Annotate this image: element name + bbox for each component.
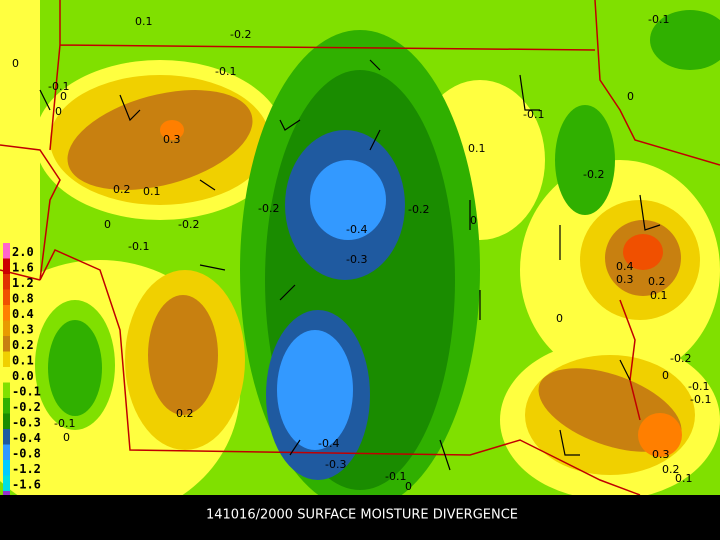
contour-label: 0 <box>627 90 634 103</box>
legend-label: 1.2 <box>12 276 34 290</box>
contour-label: -0.2 <box>230 28 251 41</box>
legend-swatch <box>3 413 10 429</box>
title-bar <box>0 495 720 540</box>
legend-swatch <box>3 367 10 383</box>
legend-swatch <box>3 305 10 321</box>
contour-label: -0.2 <box>670 352 691 365</box>
legend-label: 0.3 <box>12 323 34 337</box>
legend-label: -1.6 <box>12 478 41 492</box>
contour-label: -0.1 <box>215 65 236 78</box>
contour-label: 0.1 <box>143 185 161 198</box>
border-line <box>0 0 720 496</box>
contour-label: 0 <box>63 431 70 444</box>
legend-swatch <box>3 429 10 445</box>
contour-label: 0 <box>104 218 111 231</box>
low-area <box>48 320 102 416</box>
legend-swatch <box>3 258 10 274</box>
contour-label: -0.2 <box>408 203 429 216</box>
legend-swatch <box>3 382 10 398</box>
legend-swatch <box>3 475 10 491</box>
contour-label: 0.2 <box>176 407 194 420</box>
high-area <box>623 234 663 270</box>
legend-label: -0.2 <box>12 400 41 414</box>
contour-label: 0.2 <box>113 183 131 196</box>
low-area <box>650 10 720 70</box>
legend-label: 2.0 <box>12 245 34 259</box>
contour-label: 0 <box>55 105 62 118</box>
legend-swatch <box>3 289 10 305</box>
contour-label: 0 <box>60 90 67 103</box>
legend-label: -0.1 <box>12 385 41 399</box>
contour-label: 0.3 <box>163 133 181 146</box>
legend-swatch <box>3 460 10 476</box>
high-area <box>67 90 253 190</box>
low-center <box>310 160 386 240</box>
legend-label: 0.8 <box>12 292 34 306</box>
legend-swatch <box>3 351 10 367</box>
contour-label: 0.4 <box>616 260 634 273</box>
legend-label: -1.2 <box>12 462 41 476</box>
high-area <box>160 120 184 140</box>
legend-swatch <box>3 336 10 352</box>
contour-label: 0.2 <box>662 463 680 476</box>
contour-label: -0.1 <box>54 417 75 430</box>
contour-label: -0.1 <box>690 393 711 406</box>
legend-label: 1.6 <box>12 261 34 275</box>
low-center <box>277 330 353 450</box>
low-area <box>555 105 615 215</box>
contour-label: 0 <box>12 57 19 70</box>
legend-label: 0.2 <box>12 338 34 352</box>
contour-label: 0 <box>662 369 669 382</box>
title: 141016/2000 SURFACE MOISTURE DIVERGENCE <box>206 508 518 523</box>
contour-label: 0.1 <box>468 142 486 155</box>
contour-label: -0.4 <box>346 223 367 236</box>
contour-label: 0.3 <box>652 448 670 461</box>
contour-label: -0.2 <box>178 218 199 231</box>
contour-label: -0.2 <box>583 168 604 181</box>
legend-label: 0.1 <box>12 354 34 368</box>
barb <box>39 59 661 471</box>
legend-label: -0.4 <box>12 431 41 445</box>
contour-label: -0.1 <box>48 80 69 93</box>
contour-label: -0.1 <box>688 380 709 393</box>
legend-swatch <box>3 243 10 259</box>
contour-label: -0.1 <box>128 240 149 253</box>
legend-swatch <box>3 274 10 290</box>
legend: 2.01.61.20.80.40.30.20.10.0-0.1-0.2-0.3-… <box>3 243 41 507</box>
contour-label: 0.1 <box>135 15 153 28</box>
contour-label: 0.3 <box>616 273 634 286</box>
contour-label: 0.1 <box>675 472 693 485</box>
high-area <box>148 295 218 415</box>
contour-label: -0.4 <box>318 437 339 450</box>
legend-label: 0.0 <box>12 369 34 383</box>
legend-swatch <box>3 444 10 460</box>
contour-label: 0 <box>556 312 563 325</box>
contour-label: 0.2 <box>648 275 666 288</box>
contour-labels: 0.1-0.2-0.10-0.100.30.2 0.1-0.2-0.2 -0.4-0… <box>12 13 711 493</box>
contour-label: -0.3 <box>346 253 367 266</box>
contour-label: 0 <box>470 214 477 227</box>
contour-label: -0.1 <box>648 13 669 26</box>
contour-label: -0.1 <box>385 470 406 483</box>
contour-label: 0.1 <box>650 289 668 302</box>
wind-barbs <box>39 59 661 471</box>
legend-swatch <box>3 320 10 336</box>
high-area <box>638 413 682 457</box>
legend-label: -0.3 <box>12 416 41 430</box>
state-borders <box>0 0 720 496</box>
contour-label: -0.1 <box>523 108 544 121</box>
legend-swatch <box>3 398 10 414</box>
legend-label: 0.4 <box>12 307 34 321</box>
field <box>0 0 720 520</box>
contour-label: -0.3 <box>325 458 346 471</box>
contour-label: 0 <box>405 480 412 493</box>
legend-label: -0.8 <box>12 447 41 461</box>
contour-label: -0.2 <box>258 202 279 215</box>
